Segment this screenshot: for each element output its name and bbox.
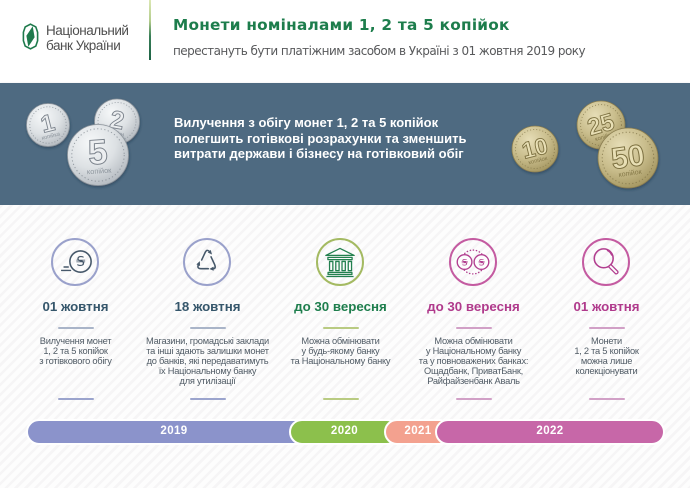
step1-circle: ₴ [51,238,99,286]
page-subtitle: перестануть бути платіжним засобом в Укр… [173,44,586,58]
coin-5: 5 копійок [67,124,129,186]
svg-text:копійка: копійка [41,130,62,142]
step5-description: Монети 1, 2 та 5 копійок можна лише коле… [574,336,639,376]
step2-description: Магазини, громадські заклади та інші зда… [146,336,269,386]
year-segment-2022: 2022 [435,419,665,445]
step4-circle: ₴ ₴ [449,238,497,286]
step5-date-underline [588,327,625,329]
coin-1: 1 копійка [26,103,70,147]
coin-10: 10 копійок [511,125,559,173]
recycle-icon [196,249,216,271]
step3-description: Можна обмінювати у будь-якому банку та Н… [290,336,391,366]
year-label-2022: 2022 [536,425,564,437]
step4-date-underline [455,327,492,329]
step1-date: 01 жовтня [42,299,109,314]
step1-bottom-dash [57,398,94,400]
nbu-logo-text: Національний банк України [46,23,129,54]
page-title: Монети номіналами 1, 2 та 5 копійок [173,16,510,34]
year-label-2020: 2020 [330,425,359,437]
magnifier-icon [593,248,619,275]
step2-date-underline [189,327,226,329]
silver-coins-image: 1 копійка 2 копійки 5 копійок [26,98,140,186]
header: Національний банк України Монети номінал… [0,0,690,83]
step4-bottom-dash [455,398,492,400]
coin-50: 50 копійок [597,127,659,189]
step1-date-underline [57,327,94,329]
nbu-logo-icon [22,23,39,50]
svg-text:5: 5 [87,132,109,172]
gold-coins-image: 10 копійок 25 копійок 50 копійок [511,100,659,189]
step3-circle [316,238,364,286]
coins-exchange-icon: ₴ ₴ [456,249,490,275]
svg-text:10: 10 [519,132,550,163]
step4-date: до 30 вересня [427,299,520,314]
step2-circle [183,238,231,286]
step2-date: 18 жовтня [174,299,241,314]
step2-bottom-dash [189,398,226,400]
svg-text:копійок: копійок [87,166,113,177]
bank-icon [325,247,355,278]
year-segment-2019: 2019 [26,419,322,445]
step5-date: 01 жовтня [573,299,640,314]
svg-text:₴: ₴ [478,257,485,268]
header-divider [149,0,151,60]
nbu-logo-line1: Національний [46,23,129,38]
svg-text:копійок: копійок [528,155,549,167]
nbu-logo-line2: банк України [46,37,121,53]
step3-date: до 30 вересня [294,299,387,314]
svg-text:копійок: копійок [618,168,643,179]
step4-description: Можна обмінювати у Національному банку т… [418,336,529,386]
step1-description: Вилучення монет 1, 2 та 5 копійок з готі… [39,336,112,366]
svg-text:₴: ₴ [76,255,86,270]
step5-circle [582,238,630,286]
year-segment-2020: 2020 [289,419,400,445]
banner-text: Вилучення з обігу монет 1, 2 та 5 копійо… [174,115,467,162]
step5-bottom-dash [588,398,625,400]
svg-text:₴: ₴ [461,257,468,268]
svg-text:50: 50 [609,139,647,176]
year-label-2021: 2021 [404,425,432,437]
year-label-2019: 2019 [160,425,188,437]
step3-date-underline [322,327,359,329]
coin-out-icon: ₴ [61,250,92,273]
step3-bottom-dash [322,398,359,400]
